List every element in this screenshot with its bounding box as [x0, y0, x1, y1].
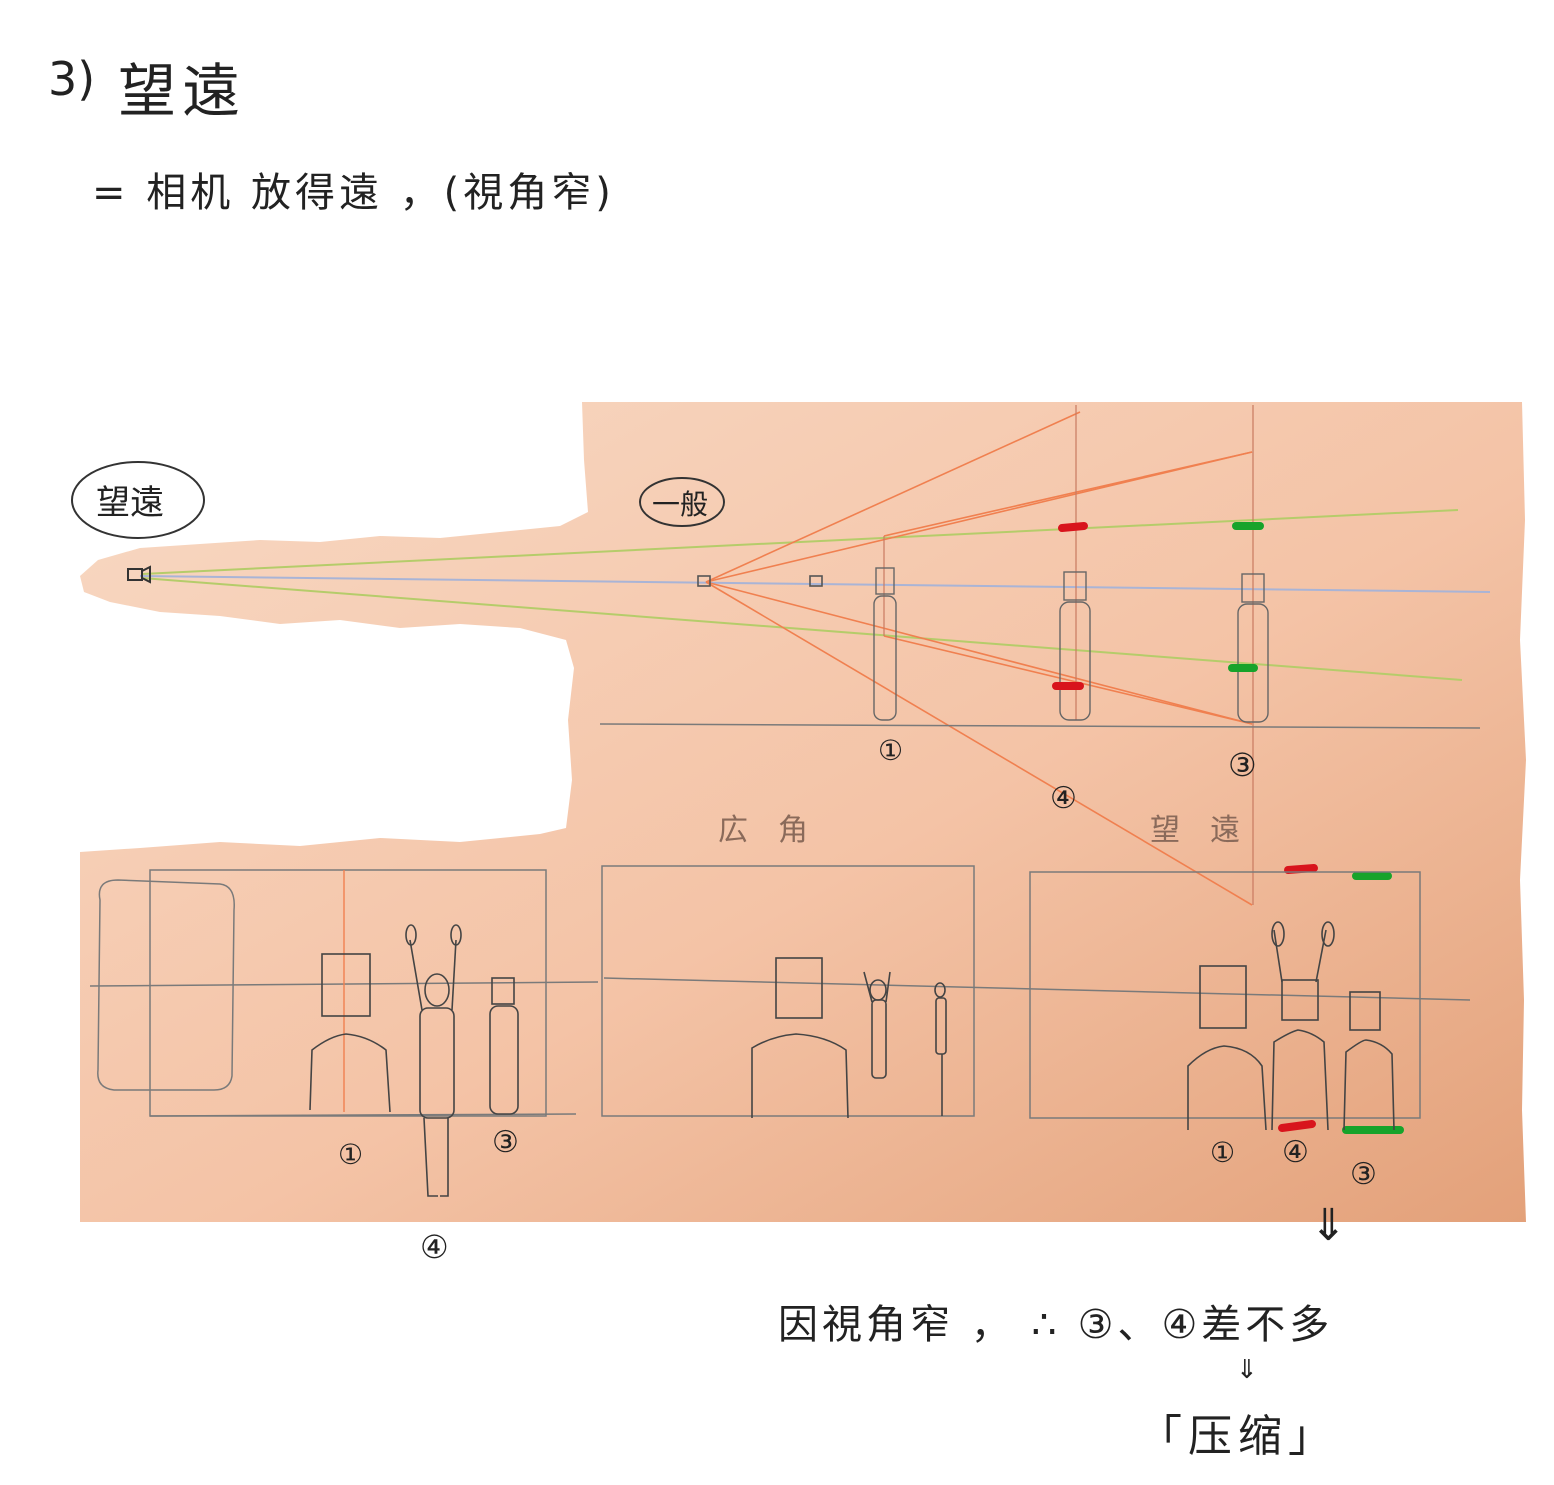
- frame-wide-figures: [751, 957, 947, 1119]
- section-number: 3): [48, 52, 96, 106]
- frame-right-marker-3: ③: [1350, 1157, 1377, 1192]
- frame-right-marker-4: ④: [1282, 1135, 1309, 1170]
- top-marker-3: ③: [1228, 746, 1257, 784]
- top-marker-1: ①: [878, 734, 903, 767]
- tele-sight-line-top: [141, 509, 1459, 575]
- camera-icon: [697, 575, 823, 587]
- camera-axis: [139, 575, 1491, 593]
- top-marker-4: ④: [1050, 781, 1077, 816]
- down-arrow-icon: ⇓: [1236, 1355, 1258, 1385]
- frame-tele: [1029, 871, 1421, 1119]
- top-figure-4: [1059, 571, 1091, 721]
- camera-icon: [127, 565, 151, 584]
- normal-label: 一般: [652, 488, 708, 521]
- top-figure-3: [1237, 573, 1269, 723]
- conclusion-note: 因視角窄 ， ∴ ③、④差不多: [778, 1302, 1334, 1348]
- tele-sight-line-bottom: [141, 577, 1463, 681]
- normal-label-ring: [639, 477, 725, 527]
- paper-photo: [80, 402, 1526, 1222]
- frame-left-marker-3: ③: [492, 1125, 519, 1160]
- telephoto-label: 望遠: [96, 483, 164, 523]
- frame-normal: [89, 869, 599, 1117]
- top-figure-1: [873, 567, 897, 721]
- down-arrow-icon: ⇓: [1310, 1200, 1347, 1251]
- frame-wide: [601, 865, 1471, 1117]
- normal-sight-lines: [705, 411, 1253, 906]
- frame-left-marker-1: ①: [338, 1138, 363, 1171]
- section-title: 望遠: [118, 57, 247, 125]
- subtitle-note: = 相机 放得遠 ，(視角窄): [92, 170, 615, 216]
- red-marks: [1052, 522, 1318, 1132]
- frame-left-marker-4: ④: [420, 1228, 449, 1266]
- vertical-guides: [883, 405, 1254, 905]
- frame-normal-figures: [309, 924, 519, 1197]
- telephoto-label-ring: [71, 461, 205, 539]
- frame-tele-figures: [1187, 921, 1395, 1131]
- ground-line-top: [599, 723, 1481, 729]
- tele-section-label: 望遠: [1150, 813, 1270, 848]
- compression-result: 「压缩」: [1138, 1411, 1338, 1462]
- green-marks: [1228, 522, 1404, 1134]
- frame-right-marker-1: ①: [1210, 1136, 1235, 1169]
- wide-angle-label: 広角: [718, 813, 838, 848]
